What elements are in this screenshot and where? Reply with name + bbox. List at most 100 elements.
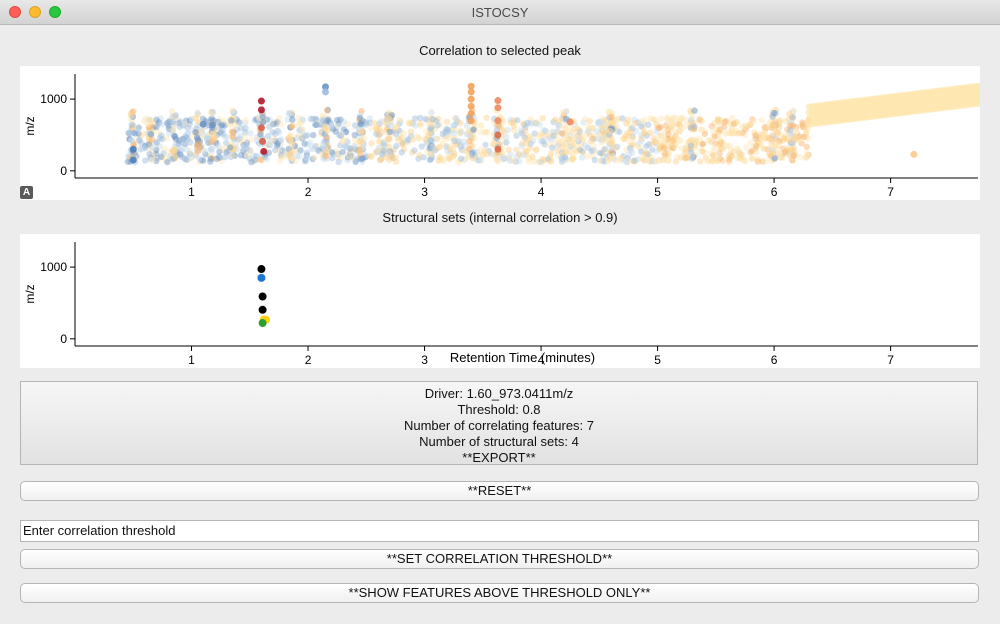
scatter-point: [551, 141, 558, 148]
scatter-point: [450, 126, 458, 134]
scatter-point: [575, 137, 582, 145]
scatter-point: [671, 140, 678, 148]
scatter-point: [546, 154, 554, 162]
scatter-point: [674, 153, 681, 160]
scatter-point: [571, 141, 579, 148]
correlation-plot[interactable]: 1 2 3 4 5 6 7 0 1000 m/z: [20, 66, 980, 200]
scatter-point: [241, 119, 249, 127]
scatter-point: [303, 149, 311, 157]
scatter-point: [446, 149, 453, 157]
scatter-point: [589, 134, 597, 141]
scatter-point: [392, 130, 400, 138]
scatter-point: [251, 117, 258, 124]
scatter-point: [322, 153, 330, 160]
scatter-point: [296, 120, 304, 127]
scatter-point: [699, 141, 706, 148]
scatter-point: [250, 152, 258, 159]
scatter-point: [781, 135, 788, 142]
scatter-point: [356, 114, 364, 122]
scatter-point: [758, 132, 766, 140]
scatter-point: [699, 148, 706, 155]
scatter-point: [417, 122, 425, 129]
scatter-point: [337, 154, 345, 162]
scatter-point: [443, 143, 450, 150]
close-window-button[interactable]: [9, 6, 21, 18]
scatter-point: [656, 145, 663, 153]
scatter-point: [335, 120, 342, 128]
scatter-point: [183, 146, 191, 153]
scatter-point: [678, 144, 686, 152]
scatter-point: [658, 132, 665, 139]
threshold-input[interactable]: Enter correlation threshold: [20, 520, 979, 542]
scatter-point: [453, 115, 460, 122]
scatter-point: [653, 120, 660, 128]
scatter-point: [747, 139, 754, 147]
scatter-point: [647, 115, 655, 122]
show-above-threshold-button[interactable]: **SHOW FEATURES ABOVE THRESHOLD ONLY**: [20, 583, 979, 603]
zoom-window-button[interactable]: [49, 6, 61, 18]
scatter-point: [704, 158, 711, 165]
scatter-point: [803, 154, 810, 161]
scatter-point: [518, 129, 526, 137]
scatter-point: [510, 123, 518, 130]
structural-sets-plot[interactable]: 1 2 3 4 5 6 7 0 1000 m/z Retention Time (minutes): [20, 234, 980, 368]
scatter-point: [273, 120, 280, 128]
scatter-point: [429, 115, 436, 123]
scatter-point: [184, 130, 191, 137]
scatter-point: [406, 120, 413, 128]
scatter-point: [310, 115, 317, 123]
scatter-point: [698, 126, 705, 133]
scatter-point: [536, 121, 543, 128]
scatter-point: [278, 153, 285, 160]
scatter-point: [803, 150, 810, 157]
scatter-point: [439, 130, 446, 138]
scatter-point: [690, 136, 698, 144]
autoscale-button[interactable]: A: [20, 186, 33, 199]
scatter-point: [507, 116, 514, 123]
set-threshold-button[interactable]: **SET CORRELATION THRESHOLD**: [20, 549, 979, 569]
scatter-point: [713, 156, 720, 164]
scatter-point: [664, 126, 671, 134]
info-panel[interactable]: Driver: 1.60_973.0411m/z Threshold: 0.8 …: [20, 381, 978, 465]
minimize-window-button[interactable]: [29, 6, 41, 18]
driver-text: Driver: 1.60_973.0411m/z: [424, 386, 574, 401]
correlating-features-text: Number of correlating features: 7: [403, 418, 595, 433]
scatter-point: [275, 147, 283, 154]
scatter-point: [548, 136, 555, 143]
scatter-point: [518, 142, 525, 150]
scatter-point: [273, 138, 280, 145]
scatter-point: [524, 136, 532, 143]
scatter-point: [446, 155, 453, 163]
scatter-point: [444, 153, 452, 160]
scatter-point: [777, 154, 784, 161]
scatter-point: [726, 142, 734, 149]
scatter-point: [531, 158, 538, 165]
reset-button[interactable]: **RESET**: [20, 481, 979, 501]
scatter-point: [443, 135, 450, 143]
scatter-point: [378, 150, 386, 157]
scatter-point: [357, 128, 364, 135]
scatter-point: [335, 151, 342, 158]
scatter-point: [444, 147, 451, 154]
scatter-point: [640, 124, 647, 132]
scatter-point: [672, 140, 680, 148]
scatter-point: [651, 158, 659, 165]
scatter-point: [319, 141, 327, 149]
highlight-point: [467, 117, 475, 125]
scatter-point: [720, 139, 727, 146]
scatter-point: [579, 136, 586, 144]
scatter-point: [600, 131, 607, 138]
scatter-point: [715, 128, 722, 136]
scatter-point: [762, 135, 770, 142]
scatter-point: [420, 154, 427, 161]
scatter-point: [380, 139, 387, 147]
scatter-point: [297, 147, 304, 154]
x-axis-label: Retention Time (minutes): [450, 350, 595, 365]
export-text[interactable]: **EXPORT**: [462, 450, 536, 465]
scatter-point: [761, 131, 768, 138]
scatter-point: [682, 145, 689, 152]
scatter-point: [393, 124, 400, 131]
scatter-point: [270, 120, 277, 128]
